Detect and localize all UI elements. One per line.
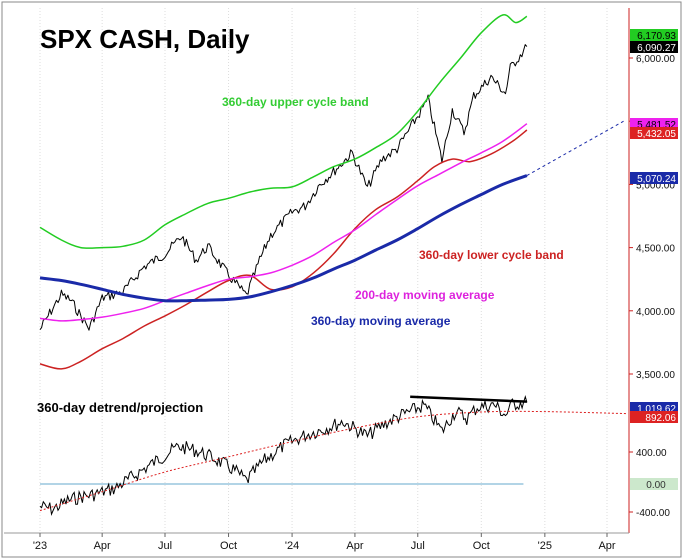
price-value-tag-box bbox=[630, 41, 678, 53]
series-line-trendline bbox=[410, 395, 527, 403]
price-y-tick-label: 4,500.00 bbox=[636, 244, 675, 255]
x-tick-label: '25 bbox=[538, 540, 552, 552]
series-line-detrend bbox=[39, 395, 528, 517]
price-series-group bbox=[39, 14, 624, 370]
x-tick-label: Oct bbox=[220, 540, 237, 552]
price-value-tag: 5,432.05 bbox=[637, 129, 676, 140]
x-tick-label: '24 bbox=[285, 540, 299, 552]
detrend-series-group bbox=[39, 395, 628, 517]
detrend-value-tag-box bbox=[630, 411, 678, 423]
price-value-tag-box bbox=[630, 172, 678, 184]
detrend-value-tag: 1,019.62 bbox=[637, 404, 676, 415]
x-tick-label: Jul bbox=[158, 540, 172, 552]
price-value-tag: 6,090.27 bbox=[637, 43, 676, 54]
price-value-tag: 5,481.52 bbox=[637, 120, 676, 131]
series-line-upper-band bbox=[39, 14, 528, 249]
x-tick-label: Apr bbox=[346, 540, 363, 552]
x-axis-ticks: '23 Apr Jul Oct '24 Apr Jul Oct '25 Apr bbox=[33, 533, 616, 552]
annotation-upper-band: 360-day upper cycle band bbox=[222, 95, 369, 109]
detrend-y-ticks: 400.00 -400.00 bbox=[629, 448, 670, 519]
detrend-y-tick-label: -400.00 bbox=[636, 508, 670, 519]
price-value-tag-box bbox=[630, 29, 678, 41]
x-tick-label: Apr bbox=[598, 540, 615, 552]
price-value-tag-box bbox=[630, 127, 678, 139]
x-tick-label: Apr bbox=[94, 540, 111, 552]
price-y-tick-label: 5,000.00 bbox=[636, 180, 675, 191]
price-y-tick-label: 4,000.00 bbox=[636, 307, 675, 318]
detrend-zero-tag-box bbox=[630, 478, 678, 490]
series-line-ma-200 bbox=[39, 123, 528, 322]
detrend-value-tag: 892.06 bbox=[645, 413, 676, 424]
annotation-ma-200: 200-day moving average bbox=[355, 288, 495, 302]
series-line-ma-360 bbox=[39, 174, 528, 303]
annotation-ma-360: 360-day moving average bbox=[311, 314, 451, 328]
price-value-tags: 6,170.936,090.27 5,481.525,432.05 5,070.24 bbox=[630, 29, 678, 185]
vertical-gridlines bbox=[39, 8, 608, 533]
price-y-tick-label: 3,500.00 bbox=[636, 370, 675, 381]
x-tick-label: Jul bbox=[411, 540, 425, 552]
price-value-tag: 6,170.93 bbox=[637, 31, 676, 42]
detrend-y-tick-label: 400.00 bbox=[636, 448, 667, 459]
x-tick-label: '23 bbox=[33, 540, 47, 552]
price-y-tick-label: 6,000.00 bbox=[636, 54, 675, 65]
chart-title: SPX CASH, Daily bbox=[40, 24, 250, 54]
series-line-projection-ma-360 bbox=[526, 120, 624, 176]
detrend-zero-tag: 0.00 bbox=[646, 480, 666, 491]
x-tick-label: Oct bbox=[473, 540, 490, 552]
annotation-lower-band: 360-day lower cycle band bbox=[419, 248, 564, 262]
detrend-panel-label: 360-day detrend/projection bbox=[37, 400, 203, 415]
price-value-tag: 5,070.24 bbox=[637, 174, 676, 185]
